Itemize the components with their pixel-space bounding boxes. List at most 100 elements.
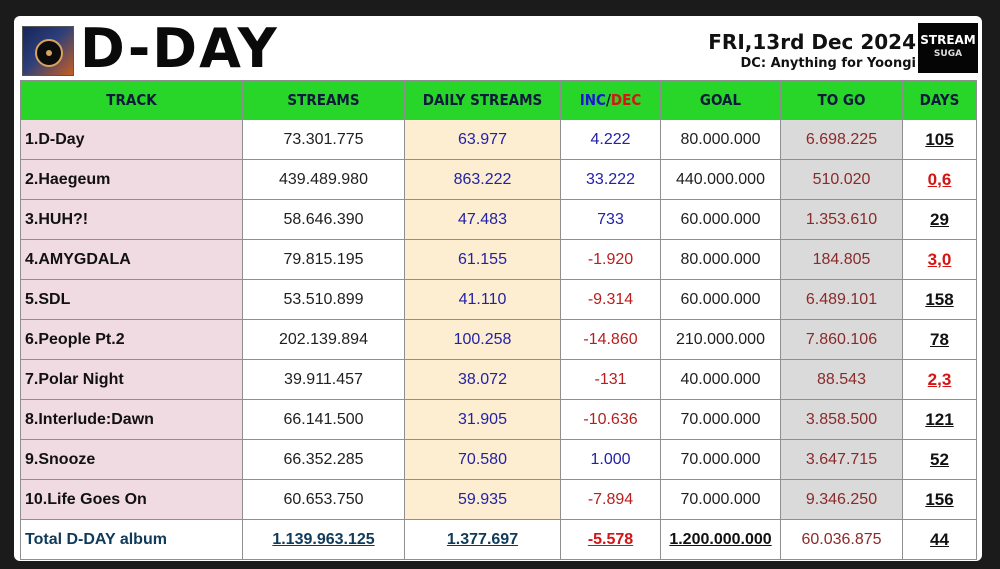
date-label: FRI,13rd Dec 2024 — [708, 30, 916, 54]
col-header-goal: GOAL — [660, 80, 781, 120]
days-cell: 3,0 — [902, 239, 977, 280]
col-header-daily-streams: DAILY STREAMS — [404, 80, 561, 120]
streams-table: TRACK STREAMS DAILY STREAMS INC/DEC GOAL… — [20, 80, 977, 560]
table-row: 5.SDL 53.510.899 41.110 -9.314 60.000.00… — [20, 279, 977, 320]
streams-cell: 66.352.285 — [242, 439, 405, 480]
streams-cell: 439.489.980 — [242, 159, 405, 200]
col-header-inc-dec: INC/DEC — [560, 80, 661, 120]
goal-cell: 70.000.000 — [660, 479, 781, 520]
streams-cell: 202.139.894 — [242, 319, 405, 360]
track-name: 10.Life Goes On — [20, 479, 243, 520]
streams-cell: 53.510.899 — [242, 279, 405, 320]
to-go-cell: 6.698.225 — [780, 119, 903, 160]
logo-line2: SUGA — [933, 49, 963, 59]
track-name: 6.People Pt.2 — [20, 319, 243, 360]
tracker-card: D-DAY FRI,13rd Dec 2024 DC: Anything for… — [14, 16, 982, 561]
to-go-cell: 184.805 — [780, 239, 903, 280]
inc-dec-cell: 733 — [560, 199, 661, 240]
streams-cell: 39.911.457 — [242, 359, 405, 400]
track-name: 2.Haegeum — [20, 159, 243, 200]
dec-label: DEC — [610, 91, 642, 109]
disc-icon — [35, 39, 63, 67]
col-header-days: DAYS — [902, 80, 977, 120]
to-go-cell: 9.346.250 — [780, 479, 903, 520]
goal-cell: 80.000.000 — [660, 119, 781, 160]
total-to-go: 60.036.875 — [780, 519, 903, 560]
daily-streams-cell: 70.580 — [404, 439, 561, 480]
total-streams: 1.139.963.125 — [242, 519, 405, 560]
inc-dec-cell: 33.222 — [560, 159, 661, 200]
daily-streams-cell: 31.905 — [404, 399, 561, 440]
table-row: 9.Snooze 66.352.285 70.580 1.000 70.000.… — [20, 439, 977, 480]
inc-label: INC — [579, 91, 606, 109]
inc-dec-cell: -1.920 — [560, 239, 661, 280]
days-cell: 156 — [902, 479, 977, 520]
to-go-cell: 1.353.610 — [780, 199, 903, 240]
total-label: Total D-DAY album — [20, 519, 243, 560]
col-header-to-go: TO GO — [780, 80, 903, 120]
total-row: Total D-DAY album 1.139.963.125 1.377.69… — [20, 519, 977, 560]
track-name: 8.Interlude:Dawn — [20, 399, 243, 440]
album-cover-image — [22, 26, 74, 76]
goal-cell: 440.000.000 — [660, 159, 781, 200]
track-name: 7.Polar Night — [20, 359, 243, 400]
inc-dec-cell: -14.860 — [560, 319, 661, 360]
total-daily-streams: 1.377.697 — [404, 519, 561, 560]
to-go-cell: 3.647.715 — [780, 439, 903, 480]
days-cell: 78 — [902, 319, 977, 360]
streams-cell: 79.815.195 — [242, 239, 405, 280]
track-name: 5.SDL — [20, 279, 243, 320]
streams-cell: 60.653.750 — [242, 479, 405, 520]
inc-dec-cell: 1.000 — [560, 439, 661, 480]
goal-cell: 80.000.000 — [660, 239, 781, 280]
dc-credit: DC: Anything for Yoongi — [740, 56, 916, 71]
logo-line1: STREAM — [920, 33, 976, 47]
track-name: 9.Snooze — [20, 439, 243, 480]
goal-cell: 60.000.000 — [660, 199, 781, 240]
col-header-streams: STREAMS — [242, 80, 405, 120]
daily-streams-cell: 41.110 — [404, 279, 561, 320]
track-name: 3.HUH?! — [20, 199, 243, 240]
inc-dec-cell: -9.314 — [560, 279, 661, 320]
table-row: 4.AMYGDALA 79.815.195 61.155 -1.920 80.0… — [20, 239, 977, 280]
days-cell: 121 — [902, 399, 977, 440]
streams-cell: 58.646.390 — [242, 199, 405, 240]
page-title: D-DAY — [80, 17, 279, 80]
to-go-cell: 6.489.101 — [780, 279, 903, 320]
table-row: 3.HUH?! 58.646.390 47.483 733 60.000.000… — [20, 199, 977, 240]
to-go-cell: 3.858.500 — [780, 399, 903, 440]
total-inc-dec: -5.578 — [560, 519, 661, 560]
to-go-cell: 88.543 — [780, 359, 903, 400]
daily-streams-cell: 863.222 — [404, 159, 561, 200]
table-row: 6.People Pt.2 202.139.894 100.258 -14.86… — [20, 319, 977, 360]
stream-suga-logo: STREAM SUGA — [918, 23, 978, 73]
table-row: 8.Interlude:Dawn 66.141.500 31.905 -10.6… — [20, 399, 977, 440]
inc-dec-cell: -131 — [560, 359, 661, 400]
days-cell: 2,3 — [902, 359, 977, 400]
daily-streams-cell: 38.072 — [404, 359, 561, 400]
daily-streams-cell: 100.258 — [404, 319, 561, 360]
table-row: 7.Polar Night 39.911.457 38.072 -131 40.… — [20, 359, 977, 400]
table-header-row: TRACK STREAMS DAILY STREAMS INC/DEC GOAL… — [20, 80, 977, 120]
inc-dec-cell: -7.894 — [560, 479, 661, 520]
goal-cell: 210.000.000 — [660, 319, 781, 360]
goal-cell: 40.000.000 — [660, 359, 781, 400]
days-cell: 29 — [902, 199, 977, 240]
inc-dec-cell: 4.222 — [560, 119, 661, 160]
track-name: 4.AMYGDALA — [20, 239, 243, 280]
to-go-cell: 7.860.106 — [780, 319, 903, 360]
goal-cell: 70.000.000 — [660, 439, 781, 480]
table-row: 1.D-Day 73.301.775 63.977 4.222 80.000.0… — [20, 119, 977, 160]
table-row: 2.Haegeum 439.489.980 863.222 33.222 440… — [20, 159, 977, 200]
inc-dec-cell: -10.636 — [560, 399, 661, 440]
total-days: 44 — [902, 519, 977, 560]
to-go-cell: 510.020 — [780, 159, 903, 200]
daily-streams-cell: 47.483 — [404, 199, 561, 240]
days-cell: 158 — [902, 279, 977, 320]
daily-streams-cell: 63.977 — [404, 119, 561, 160]
days-cell: 0,6 — [902, 159, 977, 200]
total-goal: 1.200.000.000 — [660, 519, 781, 560]
streams-cell: 66.141.500 — [242, 399, 405, 440]
daily-streams-cell: 61.155 — [404, 239, 561, 280]
track-name: 1.D-Day — [20, 119, 243, 160]
